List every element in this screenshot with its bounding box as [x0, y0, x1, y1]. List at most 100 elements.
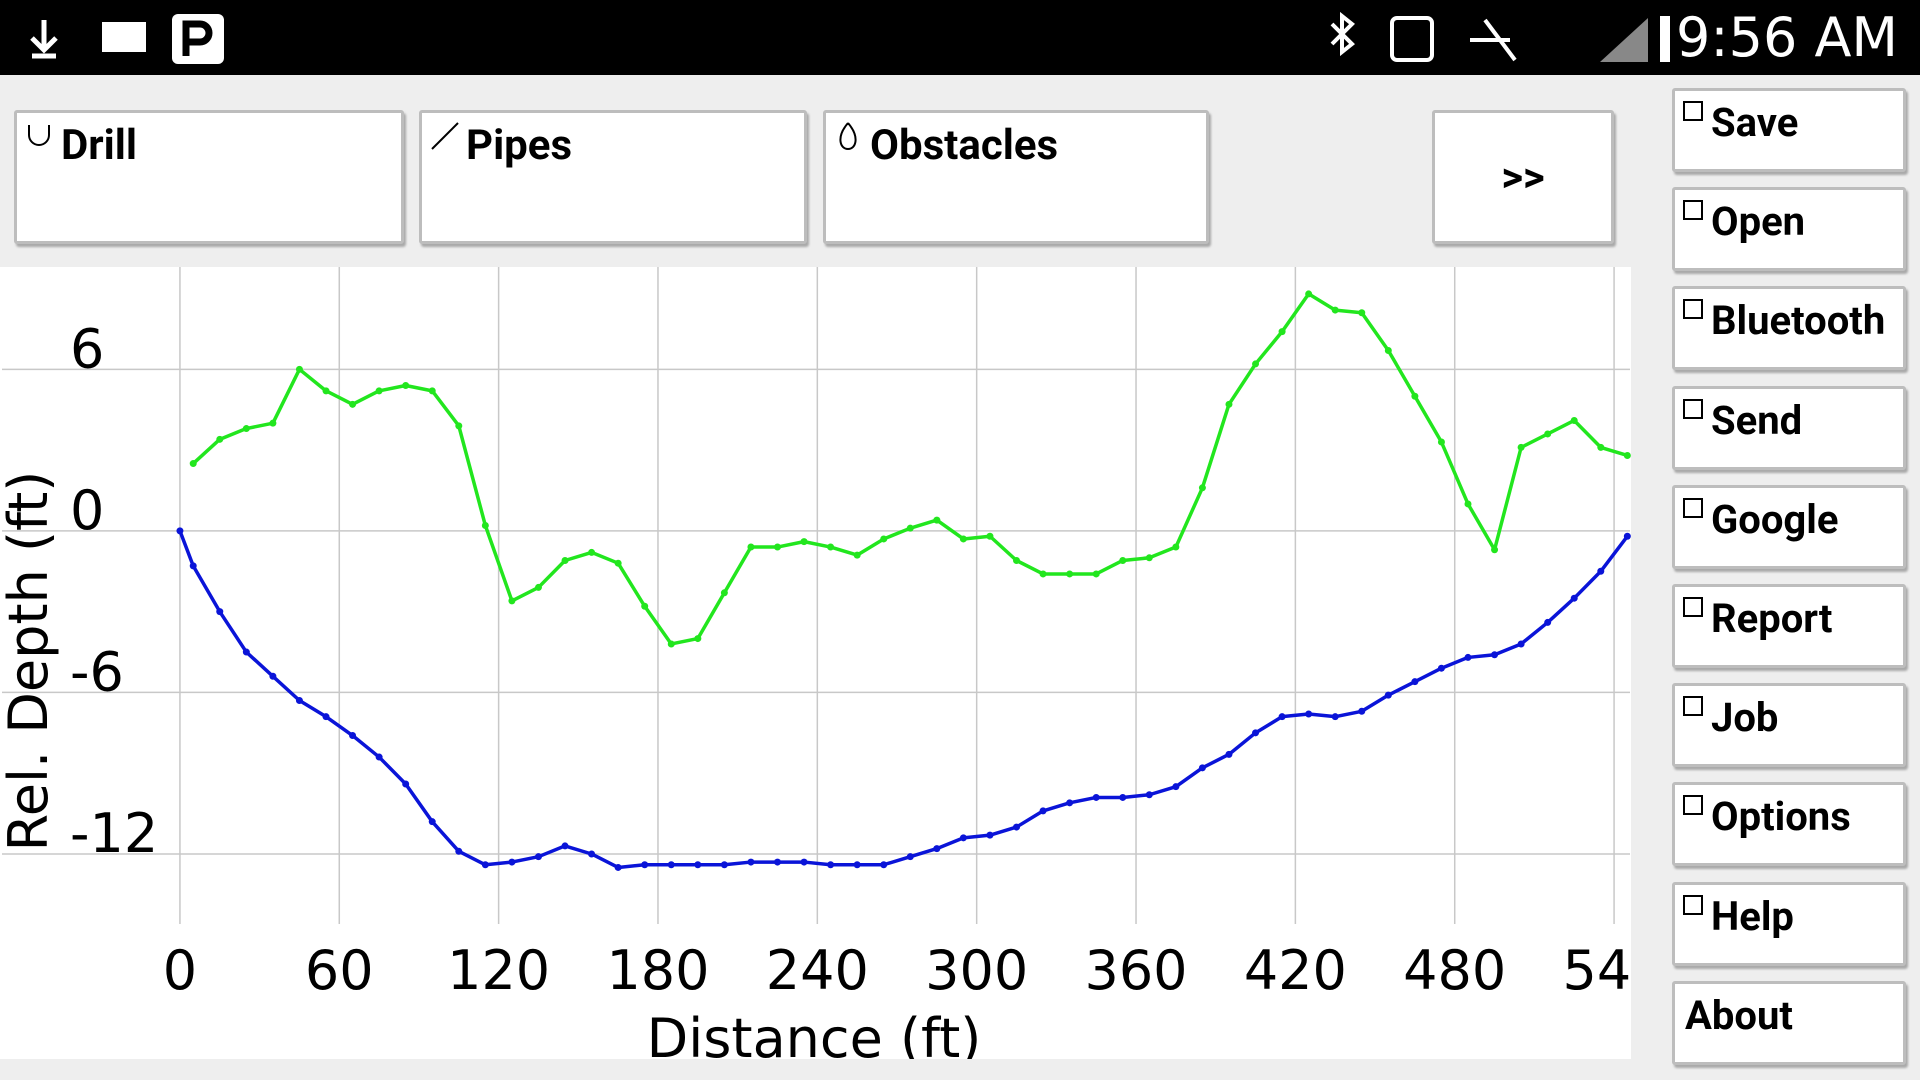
button-icon: [1683, 101, 1703, 121]
series-point: [1411, 392, 1419, 400]
sidebar-button[interactable]: Send: [1672, 385, 1906, 470]
sidebar-button[interactable]: Job: [1672, 683, 1906, 768]
button-icon: [1683, 497, 1703, 518]
series-point: [481, 861, 489, 869]
series-point: [1013, 823, 1021, 831]
series-point: [906, 853, 914, 861]
series-point: [694, 861, 702, 869]
series-point: [959, 535, 967, 543]
obstacles-button[interactable]: Obstacles: [823, 110, 1209, 244]
series-point: [1464, 653, 1472, 661]
drill-icon: [28, 125, 50, 146]
series-point: [1331, 713, 1339, 721]
x-tick-label: 360: [1084, 939, 1187, 1002]
series-point: [694, 635, 702, 643]
series-point: [1305, 710, 1313, 718]
series-point: [1119, 793, 1127, 801]
series-point: [1331, 306, 1339, 314]
series-point: [614, 559, 622, 567]
series-point: [773, 858, 781, 866]
series-point: [1252, 729, 1260, 737]
series-point: [1145, 554, 1153, 562]
sidebar-button[interactable]: About: [1672, 980, 1906, 1065]
series-point: [747, 543, 755, 551]
button-icon: [1683, 299, 1703, 320]
series-point: [1172, 543, 1180, 551]
y-tick-label: 6: [70, 317, 104, 380]
series-point: [1358, 707, 1366, 715]
series-point: [1384, 691, 1392, 699]
series-point: [1517, 443, 1525, 451]
series-point: [1411, 678, 1419, 686]
y-tick-label: 0: [70, 479, 104, 542]
button-label: >>: [1501, 153, 1545, 202]
status-system-icons: [1330, 11, 1670, 62]
series-point: [1119, 556, 1127, 564]
series-point: [641, 602, 649, 610]
button-label: Send: [1711, 396, 1803, 444]
pipes-button[interactable]: Pipes: [419, 110, 807, 244]
x-tick-label: 420: [1244, 939, 1347, 1002]
button-label: Pipes: [466, 121, 573, 170]
series-point: [455, 847, 463, 855]
obstacles-icon: [839, 122, 857, 151]
series-point: [773, 543, 781, 551]
series-point: [1491, 546, 1499, 554]
sidebar-button[interactable]: Options: [1672, 782, 1906, 867]
series-point: [933, 845, 941, 853]
x-tick-label: 180: [606, 939, 709, 1002]
x-tick-label: 540: [1563, 939, 1631, 1002]
series-point: [588, 548, 596, 556]
series-point: [189, 460, 197, 468]
series-point: [1597, 443, 1605, 451]
series-point: [1278, 328, 1286, 336]
button-label: Help: [1711, 892, 1794, 940]
button-label: About: [1685, 991, 1793, 1039]
series-point: [880, 535, 888, 543]
series-point: [1172, 783, 1180, 791]
series-point: [667, 640, 675, 648]
series-point: [747, 858, 755, 866]
series-point: [1066, 799, 1074, 807]
status-icons: [30, 14, 224, 64]
series-point: [176, 527, 184, 535]
sidebar-button[interactable]: Help: [1672, 881, 1906, 966]
series-point: [375, 753, 383, 761]
sidebar-button[interactable]: Save: [1672, 88, 1906, 172]
sidebar-button[interactable]: Bluetooth: [1672, 286, 1906, 371]
x-tick-label: 120: [447, 939, 550, 1002]
series-point: [959, 834, 967, 842]
series-point: [402, 381, 410, 389]
button-label: Save: [1711, 99, 1799, 146]
series-point: [667, 861, 675, 869]
x-tick-label: 300: [925, 939, 1028, 1002]
button-icon: [1683, 597, 1703, 617]
series-point: [375, 387, 383, 395]
button-icon: [1683, 696, 1703, 717]
series-point: [614, 863, 622, 871]
series-point: [1544, 618, 1552, 626]
series-point: [295, 697, 303, 705]
series-point: [349, 732, 357, 740]
series-point: [349, 400, 357, 408]
series-point: [800, 538, 808, 546]
series-point: [1092, 570, 1100, 578]
sidebar-button[interactable]: Report: [1672, 584, 1906, 668]
series-point: [1305, 290, 1313, 298]
series-point: [1013, 556, 1021, 564]
clock: 9:56 AM: [1676, 6, 1898, 69]
y-tick-label: -6: [70, 640, 124, 703]
series-point: [1597, 567, 1605, 575]
x-tick-label: 60: [305, 939, 374, 1002]
series-point: [827, 861, 835, 869]
sidebar-button[interactable]: Google: [1672, 484, 1906, 569]
series-point: [269, 419, 277, 427]
series-point: [322, 713, 330, 721]
series-point: [1092, 793, 1100, 801]
sidebar-button[interactable]: Open: [1672, 187, 1906, 272]
button-icon: [1683, 398, 1703, 419]
drill-button[interactable]: Drill: [14, 110, 404, 244]
more-button[interactable]: >>: [1432, 110, 1614, 244]
